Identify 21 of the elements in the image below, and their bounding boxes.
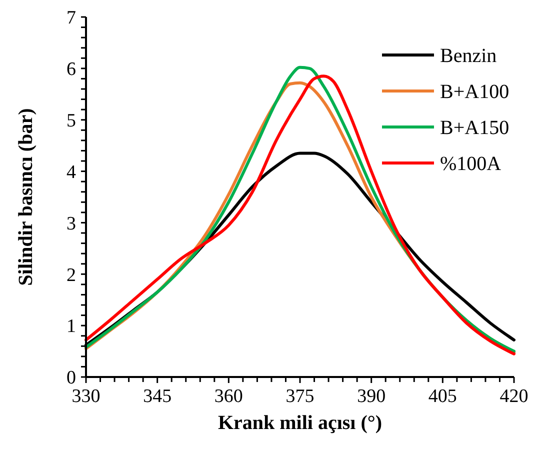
y-tick-label: 6	[66, 59, 76, 80]
x-tick-label: 375	[286, 386, 314, 407]
legend-label: Benzin	[440, 45, 497, 67]
legend-label: B+A100	[440, 81, 510, 103]
y-tick-label: 2	[66, 264, 76, 286]
x-tick-label: 405	[428, 386, 457, 407]
legend-label: B+A150	[440, 117, 510, 139]
x-tick-label: 330	[72, 386, 100, 407]
x-axis-title: Krank mili açısı (°)	[218, 412, 382, 434]
y-tick-label: 3	[66, 213, 76, 234]
legend-label: %100A	[440, 153, 502, 175]
y-tick-label: 5	[66, 110, 76, 132]
y-tick-label: 4	[66, 162, 76, 183]
x-tick-label: 360	[214, 386, 243, 407]
y-tick-label: 1	[66, 316, 76, 338]
x-tick-label: 345	[143, 386, 172, 407]
x-tick-label: 420	[500, 386, 528, 407]
x-tick-label: 390	[357, 386, 386, 407]
y-tick-label: 0	[66, 368, 76, 389]
y-axis-title: Silindir basıncı (bar)	[15, 108, 37, 286]
y-tick-label: 7	[66, 8, 76, 29]
